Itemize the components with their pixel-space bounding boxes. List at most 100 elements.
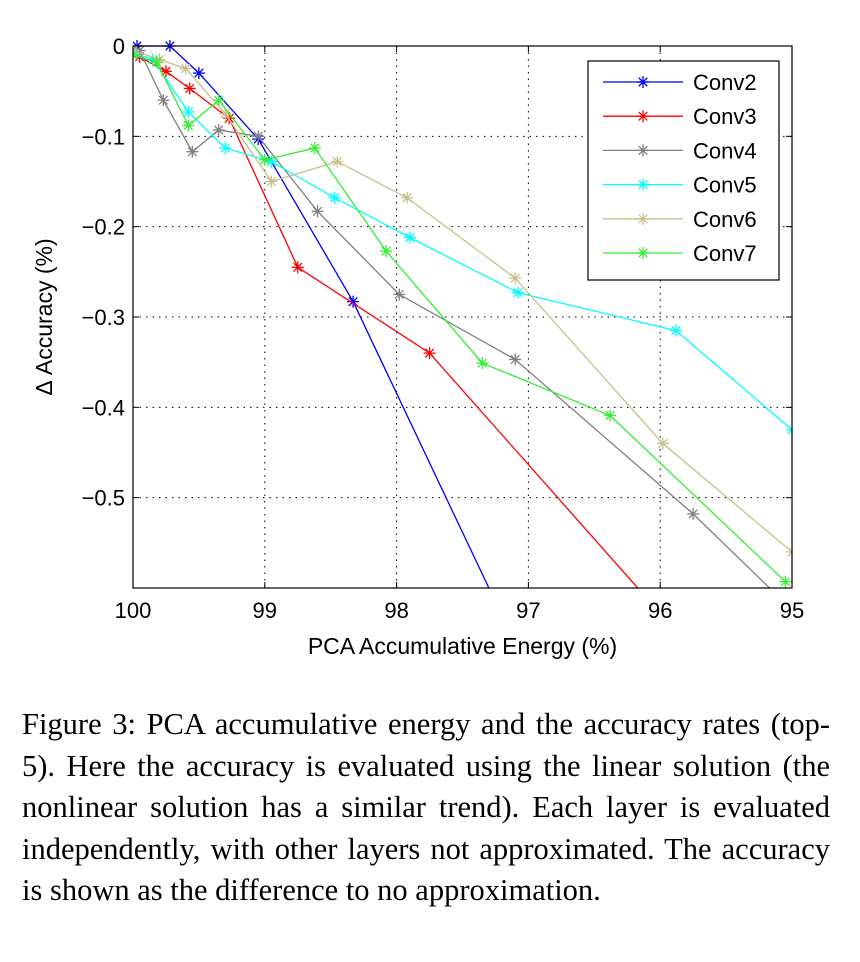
marker-stroke: [312, 206, 323, 217]
data-point: [157, 94, 170, 107]
marker-stroke: [671, 325, 681, 336]
data-point: [401, 191, 414, 204]
data-point: [393, 288, 406, 301]
data-point: [423, 347, 436, 360]
data-point: [252, 130, 265, 143]
marker-stroke: [787, 547, 792, 553]
marker-stroke: [638, 145, 648, 156]
data-point: [637, 247, 649, 259]
axis-ticks: [132, 45, 793, 588]
marker-stroke: [310, 143, 320, 153]
marker-stroke: [181, 63, 191, 74]
marker-stroke: [638, 214, 648, 224]
data-point: [186, 145, 199, 158]
marker-stroke: [187, 146, 198, 157]
legend: Conv2 Conv3 Conv4 Conv5 Conv6 Conv7: [587, 60, 780, 281]
data-point: [403, 231, 416, 244]
data-point: [133, 49, 139, 62]
marker-stroke: [638, 179, 648, 190]
marker-stroke: [152, 57, 162, 67]
data-point: [509, 353, 522, 366]
data-point: [509, 272, 522, 285]
marker-stroke: [183, 107, 194, 117]
marker-stroke: [253, 131, 263, 142]
marker-stroke: [183, 120, 194, 131]
marker-stroke: [605, 410, 615, 421]
data-point: [331, 155, 344, 168]
data-point: [670, 324, 683, 337]
data-point: [637, 144, 649, 157]
data-point: [656, 437, 669, 450]
marker-stroke: [477, 358, 487, 368]
legend-item-conv7: Conv7: [603, 241, 757, 266]
marker-stroke: [424, 348, 435, 358]
series-line: [133, 54, 786, 583]
data-point: [786, 423, 792, 436]
data-point: [212, 94, 225, 107]
data-point: [219, 142, 232, 155]
marker-stroke: [513, 287, 523, 298]
marker-stroke: [638, 248, 648, 258]
y-tick-label: −0.1: [82, 124, 125, 149]
data-point: [183, 82, 196, 95]
data-point: [192, 67, 205, 80]
x-axis-label: PCA Accumulative Energy (%): [308, 633, 617, 659]
marker-stroke: [293, 262, 303, 273]
series-conv7: [133, 49, 792, 588]
data-point: [604, 409, 617, 422]
legend-label: Conv4: [693, 138, 757, 163]
data-point: [311, 205, 324, 218]
marker-stroke: [402, 193, 412, 203]
legend-label: Conv7: [693, 241, 757, 266]
marker-stroke: [133, 50, 138, 56]
marker-stroke: [638, 77, 648, 87]
legend-item-conv4: Conv4: [603, 138, 757, 163]
marker-stroke: [688, 509, 698, 519]
legend-item-conv3: Conv3: [603, 104, 757, 129]
x-tick-label: 100: [115, 598, 152, 623]
marker-stroke: [220, 109, 230, 119]
marker-stroke: [405, 232, 415, 243]
data-point: [182, 119, 195, 132]
data-point: [380, 245, 393, 258]
data-point: [637, 178, 649, 191]
legend-label: Conv3: [693, 104, 757, 129]
data-point: [637, 212, 649, 225]
data-point: [637, 110, 649, 123]
marker-stroke: [133, 45, 138, 52]
marker-stroke: [787, 425, 792, 431]
series-line: [133, 49, 792, 553]
data-point: [179, 62, 192, 75]
marker-stroke: [787, 550, 792, 557]
data-point: [786, 545, 792, 558]
marker-stroke: [510, 273, 520, 283]
legend-label: Conv6: [693, 207, 757, 232]
x-tick-label: 97: [516, 598, 540, 623]
marker-stroke: [220, 143, 230, 153]
data-point: [687, 507, 700, 520]
series-conv4: [133, 44, 771, 588]
marker-stroke: [332, 156, 342, 167]
y-tick-label: 0: [113, 34, 125, 59]
legend-item-conv6: Conv6: [603, 207, 757, 232]
marker-stroke: [158, 95, 169, 105]
legend-label: Conv5: [693, 173, 757, 198]
series-group: [133, 40, 792, 588]
data-point: [779, 575, 792, 588]
data-point: [291, 261, 304, 274]
y-tick-label: −0.2: [82, 215, 125, 240]
marker-stroke: [638, 111, 648, 121]
marker-stroke: [329, 193, 340, 203]
series-line: [133, 52, 792, 431]
y-tick-label: −0.3: [82, 305, 125, 330]
data-point: [258, 153, 271, 166]
y-tick-label: −0.4: [82, 395, 125, 420]
data-point: [328, 191, 341, 204]
legend-item-conv5: Conv5: [603, 173, 757, 198]
data-point: [476, 357, 489, 370]
marker-stroke: [510, 354, 520, 365]
marker-stroke: [184, 83, 195, 94]
marker-stroke: [213, 95, 224, 105]
figure-caption: Figure 3: PCA accumulative energy and th…: [22, 707, 830, 907]
data-point: [182, 105, 195, 118]
